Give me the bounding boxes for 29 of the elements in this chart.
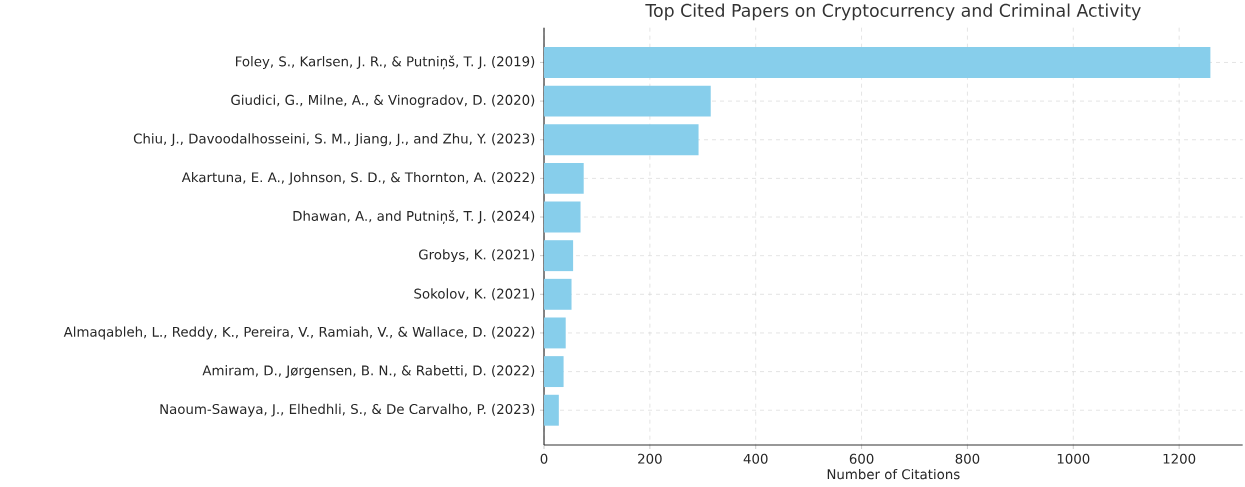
x-tick-label: 800 xyxy=(955,453,980,464)
x-tick-label: 400 xyxy=(743,453,768,464)
y-tick-label: Akartuna, E. A., Johnson, S. D., & Thornton, A. (2022) xyxy=(181,171,535,185)
bar xyxy=(544,201,581,233)
bar xyxy=(544,317,566,349)
y-tick-label: Amiram, D., Jørgensen, B. N., & Rabetti, D. (2022) xyxy=(202,365,535,379)
x-tick-label: 0 xyxy=(540,453,548,464)
bar xyxy=(544,394,559,426)
x-axis-title: Number of Citations xyxy=(827,468,960,480)
bar xyxy=(544,278,572,310)
y-tick-label: Giudici, G., Milne, A., & Vinogradov, D. (2020) xyxy=(231,94,535,108)
y-tick-label: Naoum-Sawaya, J., Elhedhli, S., & De Carvalho, P. (2023) xyxy=(160,403,535,417)
y-tick-label: Dhawan, A., and Putniņš, T. J. (2024) xyxy=(293,210,535,224)
x-tick-label: 1200 xyxy=(1163,453,1196,464)
bar xyxy=(544,124,699,156)
x-tick-label: 1000 xyxy=(1057,453,1090,464)
y-tick-label: Sokolov, K. (2021) xyxy=(414,288,535,301)
chart-title: Top Cited Papers on Cryptocurrency and Criminal Activity xyxy=(645,3,1141,21)
y-tick-label: Almaqableh, L., Reddy, K., Pereira, V., Ramiah, V., & Wallace, D. (2022) xyxy=(63,326,535,340)
y-tick-label: Chiu, J., Davoodalhosseini, S. M., Jiang, J., and Zhu, Y. (2023) xyxy=(133,133,535,147)
bar xyxy=(544,85,711,117)
bar xyxy=(544,47,1211,78)
y-tick-label: Foley, S., Karlsen, J. R., & Putniņš, T. J. (2019) xyxy=(236,55,535,70)
bar xyxy=(544,162,584,194)
y-tick-label: Grobys, K. (2021) xyxy=(419,249,535,263)
x-tick-label: 200 xyxy=(638,453,662,464)
bar xyxy=(544,240,574,272)
bar xyxy=(544,356,564,388)
x-tick-label: 600 xyxy=(849,453,874,464)
